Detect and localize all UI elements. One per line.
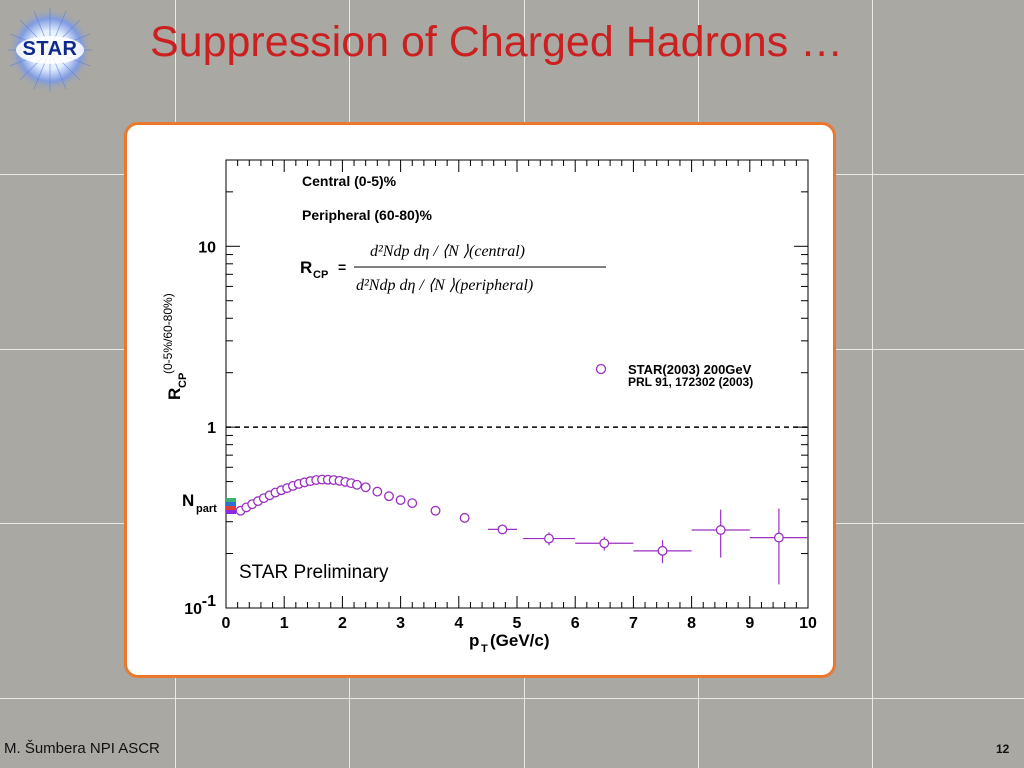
slide-title: Suppression of Charged Hadrons …	[150, 18, 844, 66]
x-axis-label: p	[469, 631, 479, 650]
y-tick-label-sup: -1	[202, 593, 216, 610]
y-axis-label-sub: CP	[177, 373, 189, 388]
logo-text: STAR	[22, 38, 78, 60]
x-tick-label: 9	[745, 615, 754, 632]
formula-lhs-sub: CP	[313, 269, 328, 281]
x-axis-label-unit: (GeV/c)	[490, 631, 550, 650]
data-point	[395, 495, 406, 506]
page-number: 12	[996, 742, 1010, 756]
data-point	[351, 479, 362, 490]
legend: STAR(2003) 200GeV PRL 91, 172302 (2003)	[595, 362, 753, 389]
x-tick-label: 2	[338, 615, 347, 632]
legend-marker	[595, 363, 607, 375]
x-tick-label: 0	[222, 615, 231, 632]
plot-panel	[124, 122, 836, 678]
x-tick-label: 5	[513, 615, 522, 632]
npart-band-green	[226, 498, 236, 502]
y-tick-label: 10	[184, 601, 202, 618]
x-axis-label-sub: T	[481, 643, 488, 655]
data-point	[459, 512, 470, 523]
rcp-formula: R CP = d²Ndp dη / ⟨N ⟩(central) d²Ndp dη…	[300, 243, 606, 294]
x-tick-labels: 0 1 2 3 4 5 6 7 8 9 10	[222, 615, 817, 632]
slide-grid-line	[872, 0, 873, 768]
x-axis-title: p T (GeV/c)	[469, 631, 550, 655]
formula-denominator: d²Ndp dη / ⟨N ⟩(peripheral)	[356, 277, 533, 294]
y-tick-label: 1	[207, 420, 216, 437]
y-axis-label: R	[165, 388, 184, 400]
slide-grid-line	[0, 698, 1024, 699]
data-point	[384, 491, 394, 502]
npart-band	[226, 498, 236, 514]
x-tick-label: 10	[799, 615, 817, 632]
y-tick-label: 10	[198, 239, 216, 256]
formula-equals: =	[338, 259, 346, 275]
data-point	[372, 486, 383, 497]
preliminary-label: STAR Preliminary	[239, 562, 389, 583]
data-point	[773, 532, 784, 543]
data-point	[544, 533, 554, 544]
npart-label-sub: part	[196, 503, 217, 515]
central-label: Central (0-5)%	[302, 173, 397, 189]
x-tick-label: 3	[396, 615, 405, 632]
data-point	[497, 524, 508, 535]
x-tick-label: 8	[687, 615, 696, 632]
npart-band-blue	[226, 502, 236, 506]
x-tick-label: 6	[571, 615, 580, 632]
data-point	[360, 482, 371, 493]
legend-reference: PRL 91, 172302 (2003)	[628, 375, 753, 389]
data-point	[715, 525, 726, 535]
y-axis-label-sup: (0-5%/60-80%)	[161, 293, 175, 374]
data-series	[235, 474, 808, 585]
footer-author: M. Šumbera NPI ASCR	[4, 740, 160, 757]
axis-ticks	[225, 159, 809, 609]
npart-band-red	[226, 506, 236, 510]
formula-lhs: R	[300, 258, 312, 277]
star-logo	[8, 8, 92, 92]
npart-label: N	[182, 491, 194, 510]
x-tick-label: 7	[629, 615, 638, 632]
data-point	[657, 545, 668, 556]
data-point	[407, 498, 418, 509]
data-point	[599, 538, 610, 549]
peripheral-label: Peripheral (60-80)%	[302, 207, 432, 223]
legend-label: STAR(2003) 200GeV	[628, 362, 752, 377]
formula-numerator: d²Ndp dη / ⟨N ⟩(central)	[370, 243, 525, 260]
x-tick-label: 1	[280, 615, 289, 632]
x-tick-label: 4	[454, 615, 463, 632]
data-point	[430, 505, 441, 516]
npart-band-purple	[226, 510, 236, 514]
y-axis-title: R CP (0-5%/60-80%)	[161, 293, 189, 400]
